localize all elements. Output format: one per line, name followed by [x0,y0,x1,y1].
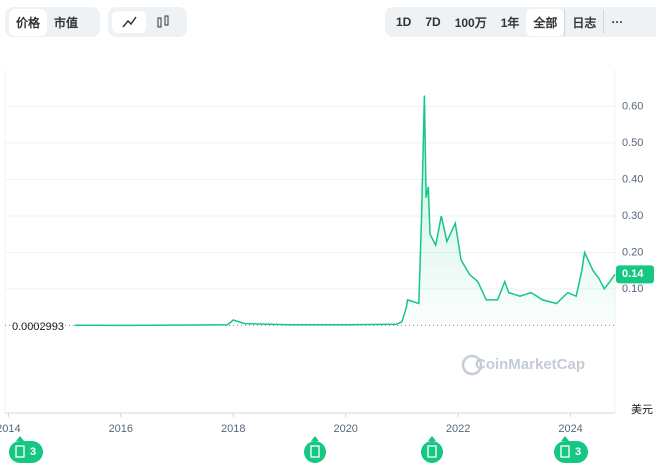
line-icon[interactable] [112,11,146,33]
candle-icon[interactable] [146,11,180,33]
range[interactable]: 日志 [564,8,603,36]
y-tick-label: 0.50 [622,137,643,149]
y-tick-label: 0.20 [622,246,643,258]
event-count: 3 [575,446,581,458]
x-tick-label: 2018 [221,423,245,435]
doc-icon [560,445,570,458]
range[interactable]: 1D [396,15,412,29]
event-badge [421,441,443,463]
unit-label: 美元 [631,403,653,416]
range[interactable]: ··· [603,10,630,34]
metric-tabs: 价格 市值 [5,7,100,37]
tab[interactable]: 市值 [54,15,79,30]
doc-icon [427,445,437,458]
range[interactable]: 全部 [526,8,565,36]
y-tick-label: 0.40 [622,173,643,185]
current-price-label: 0.14 [622,268,644,280]
chart-type-tabs [108,7,187,37]
y-tick-label: 0.10 [622,283,643,295]
start-price-label: 0.0002993 [12,321,64,333]
x-tick-label: 2022 [446,423,470,435]
range[interactable]: 100万 [454,15,487,30]
doc-icon [15,445,25,458]
tab[interactable]: 价格 [9,8,48,36]
event-badge [554,441,588,463]
area-fill [74,95,615,326]
event-badge [9,441,43,463]
y-tick-label: 0.30 [622,210,643,222]
event-count: 3 [30,446,36,458]
event-badge-tip [561,436,569,441]
x-tick-label: 2014 [0,423,21,435]
watermark: CoinMarketCap [475,356,585,373]
range-tabs: 1D 7D 100万 1年 全部 日志 ··· [385,7,656,37]
current-price-tag [616,265,654,284]
x-tick-label: 2024 [558,423,582,435]
price-line [74,95,616,327]
event-badge [304,441,326,463]
event-badge-tip [16,436,24,441]
y-tick-label: 0.60 [622,100,643,112]
x-tick-label: 2020 [333,423,357,435]
event-badge-tip [428,436,436,441]
range[interactable]: 7D [425,15,441,29]
event-badge-tip [311,436,319,441]
range[interactable]: 1年 [500,15,520,30]
x-tick-label: 2016 [109,423,133,435]
doc-icon [310,445,320,458]
watermark-logo [461,354,483,376]
